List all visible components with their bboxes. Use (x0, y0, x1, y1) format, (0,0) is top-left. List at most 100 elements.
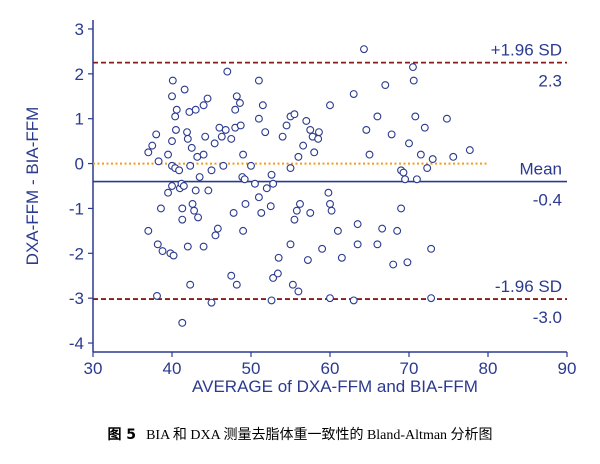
data-point (314, 134, 323, 143)
data-point (324, 188, 333, 197)
data-point (254, 76, 263, 85)
data-point (199, 150, 208, 159)
data-point (381, 81, 390, 90)
data-point (327, 206, 336, 215)
data-point (262, 184, 271, 193)
data-point (168, 137, 176, 146)
data-point (232, 92, 241, 101)
data-point (172, 125, 180, 134)
data-point (412, 175, 421, 184)
data-point (314, 128, 323, 137)
data-point (156, 204, 165, 213)
data-point (373, 240, 382, 249)
data-point (187, 143, 196, 152)
data-point (178, 215, 187, 224)
data-point (389, 260, 398, 269)
data-point (199, 242, 208, 251)
data-point (416, 150, 425, 159)
data-point (306, 208, 315, 217)
data-point (241, 199, 250, 208)
data-point (223, 67, 232, 76)
data-point (231, 105, 240, 114)
data-point (326, 199, 334, 208)
data-point (178, 204, 187, 213)
data-point (183, 242, 192, 251)
data-point (399, 168, 408, 177)
data-point (247, 161, 255, 170)
data-point (387, 130, 396, 139)
data-point (239, 150, 248, 159)
data-point (290, 110, 299, 119)
x-tick-label: 70 (400, 359, 419, 378)
upper_loa-value: 2.3 (538, 72, 562, 91)
data-point (290, 215, 299, 224)
data-point (353, 240, 362, 249)
plot-frame (92, 20, 567, 353)
data-point (349, 296, 358, 305)
reference-lines (93, 61, 567, 300)
data-point (153, 291, 161, 300)
data-point (211, 231, 220, 240)
figure-caption-text: BIA 和 DXA 测量去脂体重一致性的 Bland-Altman 分析图 (146, 428, 493, 443)
data-point (144, 226, 153, 235)
data-point (353, 220, 362, 229)
lower_loa-label: -1.96 SD (495, 277, 562, 296)
data-point (423, 164, 432, 173)
data-point (288, 280, 297, 289)
data-point (219, 161, 228, 170)
data-point (420, 123, 429, 132)
data-point (360, 45, 368, 54)
data-point (148, 141, 157, 150)
data-point (168, 182, 176, 190)
data-point (213, 224, 222, 233)
data-point (180, 85, 189, 94)
data-point (409, 76, 418, 85)
data-point (318, 244, 327, 253)
data-point (171, 112, 180, 121)
data-point (194, 213, 203, 222)
data-point (258, 101, 267, 110)
data-point (306, 125, 315, 134)
data-point (269, 274, 278, 282)
data-points (144, 45, 474, 327)
data-point (282, 121, 291, 130)
data-point (269, 179, 278, 188)
data-point (251, 179, 259, 188)
data-point (294, 152, 303, 161)
data-point (337, 253, 346, 262)
x-tick-label: 40 (163, 359, 182, 378)
x-axis-label: AVERAGE of DXA-FFM and BIA-FFM (192, 377, 478, 396)
data-point (191, 186, 200, 195)
data-point (365, 150, 374, 159)
data-point (158, 247, 167, 256)
data-point (186, 280, 195, 289)
data-point (178, 318, 187, 327)
data-point (168, 76, 177, 85)
data-point (310, 148, 319, 157)
data-point (397, 204, 406, 213)
data-point (292, 206, 301, 215)
data-point (427, 294, 436, 303)
upper_loa-label: +1.96 SD (491, 41, 562, 60)
data-point (302, 116, 311, 125)
x-tick-label: 50 (242, 359, 261, 378)
data-point (210, 139, 219, 148)
data-point (239, 226, 248, 235)
data-point (207, 298, 216, 307)
data-point (303, 256, 312, 264)
x-tick-label: 60 (321, 359, 340, 378)
data-point (188, 199, 197, 208)
y-axis-label: DXA-FFM - BIA-FFM (23, 107, 42, 266)
data-point (164, 150, 173, 159)
data-point (217, 132, 226, 141)
reference-labels: +1.96 SD 2.3 Mean -0.4 -1.96 SD -3.0 (491, 41, 562, 327)
data-point (227, 134, 236, 143)
data-point (191, 105, 200, 114)
data-point (349, 90, 358, 98)
data-point (296, 199, 304, 208)
data-point (235, 99, 244, 107)
y-tick-label: -1 (69, 199, 84, 218)
data-point (294, 287, 303, 296)
data-point (172, 105, 181, 114)
